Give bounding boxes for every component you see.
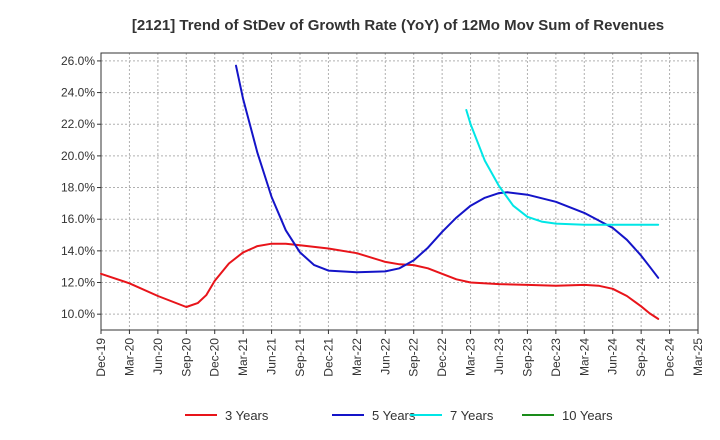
y-tick-label: 22.0% (61, 117, 95, 131)
x-tick-label: Jun-23 (492, 338, 506, 375)
grid (101, 53, 698, 330)
chart-title: [2121] Trend of StDev of Growth Rate (Yo… (132, 17, 664, 34)
series-line-3-years (100, 242, 660, 320)
x-tick-label: Sep-20 (179, 338, 193, 377)
x-tick-label: Dec-20 (208, 338, 222, 377)
x-tick-label: Jun-20 (151, 338, 165, 375)
legend-label: 7 Years (450, 408, 494, 423)
y-tick-label: 26.0% (61, 54, 95, 68)
legend: 3 Years 5 Years 7 Years 10 Years (185, 408, 613, 423)
y-axis: 10.0% 12.0% 14.0% 16.0% 18.0% 20.0% 22.0% 24.0%… (61, 54, 101, 321)
x-tick-label: Dec-23 (549, 338, 563, 377)
y-tick-label: 16.0% (61, 212, 95, 226)
y-tick-label: 20.0% (61, 149, 95, 163)
x-tick-label: Dec-24 (663, 338, 677, 377)
x-tick-label: Sep-21 (293, 338, 307, 377)
x-axis: Dec-19 Mar-20 Jun-20 Sep-20 Dec-20 Mar-21 Jun-… (94, 330, 705, 377)
series-line-5-years (235, 64, 660, 279)
x-tick-label: Mar-20 (122, 338, 136, 376)
x-tick-label: Sep-24 (634, 338, 648, 377)
x-tick-label: Jun-21 (265, 338, 279, 375)
x-tick-label: Mar-23 (464, 338, 478, 376)
x-tick-label: Sep-23 (520, 338, 534, 377)
y-tick-label: 24.0% (61, 86, 95, 100)
y-tick-label: 14.0% (61, 244, 95, 258)
x-tick-label: Mar-25 (691, 338, 705, 376)
legend-label: 10 Years (562, 408, 613, 423)
x-tick-label: Dec-22 (435, 338, 449, 377)
series-line-7-years (465, 109, 660, 226)
x-tick-label: Mar-24 (577, 338, 591, 376)
x-tick-label: Dec-19 (94, 338, 108, 377)
x-tick-label: Mar-22 (350, 338, 364, 376)
y-tick-label: 12.0% (61, 276, 95, 290)
series-group (100, 64, 660, 320)
x-tick-label: Jun-22 (378, 338, 392, 375)
x-tick-label: Mar-21 (236, 338, 250, 376)
y-tick-label: 10.0% (61, 307, 95, 321)
x-tick-label: Dec-21 (321, 338, 335, 377)
x-tick-label: Jun-24 (606, 338, 620, 375)
legend-label: 3 Years (225, 408, 269, 423)
x-tick-label: Sep-22 (407, 338, 421, 377)
legend-label: 5 Years (372, 408, 416, 423)
plot-area (100, 52, 699, 331)
y-tick-label: 18.0% (61, 181, 95, 195)
